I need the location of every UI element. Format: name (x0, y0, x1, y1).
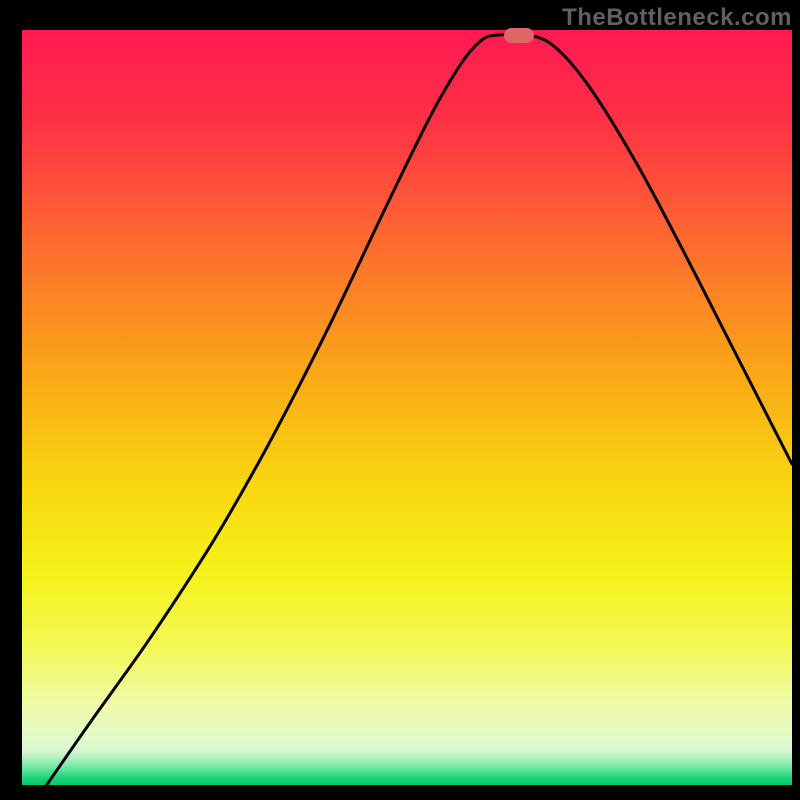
optimum-marker (504, 28, 534, 43)
plot-area (22, 30, 792, 785)
watermark-text: TheBottleneck.com (562, 4, 792, 32)
chart-container: TheBottleneck.com (0, 0, 800, 800)
gradient-background (22, 30, 792, 785)
